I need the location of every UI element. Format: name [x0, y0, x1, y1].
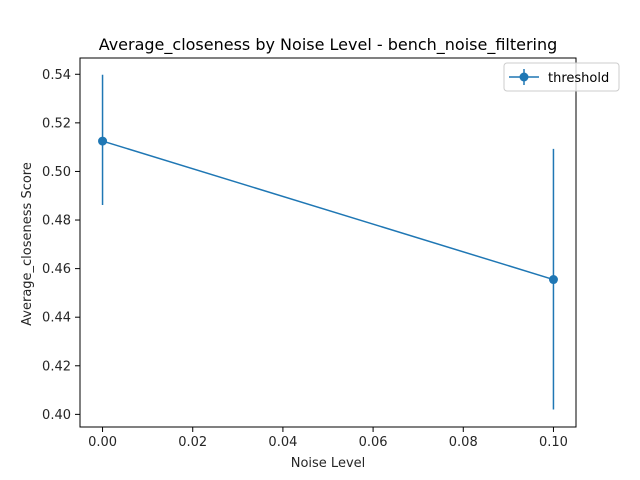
series-line-threshold — [102, 140, 554, 281]
plot-frame — [79, 57, 577, 428]
x-tick-label: 0.00 — [88, 435, 117, 450]
legend: threshold — [503, 62, 620, 92]
x-tick-label: 0.02 — [178, 435, 207, 450]
y-tick-label: 0.46 — [42, 262, 71, 277]
y-tick-label: 0.44 — [42, 311, 71, 326]
x-tick-label: 0.06 — [359, 435, 388, 450]
y-axis-title: Average_closeness Score — [20, 162, 35, 326]
y-tick-label: 0.50 — [42, 165, 71, 180]
data-point — [98, 136, 108, 146]
x-tick-label: 0.04 — [268, 435, 297, 450]
chart-title: Average_closeness by Noise Level - bench… — [99, 35, 558, 55]
x-tick-label: 0.10 — [539, 435, 568, 450]
y-tick-label: 0.54 — [42, 68, 71, 83]
data-point — [548, 275, 558, 285]
x-tick-label: 0.08 — [449, 435, 478, 450]
y-axis-ticks: 0.40 0.42 0.44 0.46 0.48 0.50 0.52 0.54 — [42, 68, 80, 423]
plot-area — [79, 57, 577, 428]
y-tick-label: 0.40 — [42, 408, 71, 423]
y-tick-label: 0.48 — [42, 214, 71, 229]
y-tick-label: 0.42 — [42, 359, 71, 374]
y-tick-label: 0.52 — [42, 116, 71, 131]
legend-box — [503, 62, 620, 92]
x-axis-title: Noise Level — [291, 456, 366, 471]
x-axis-ticks: 0.00 0.02 0.04 0.06 0.08 0.10 — [88, 427, 568, 450]
series-layer — [98, 74, 558, 410]
legend-marker-threshold — [519, 72, 529, 82]
legend-label-threshold: threshold — [548, 71, 609, 86]
